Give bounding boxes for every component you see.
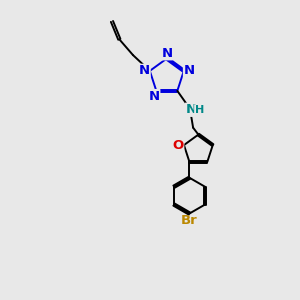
Text: N: N [184,64,195,77]
Text: N: N [161,47,172,60]
Text: O: O [172,139,184,152]
Text: Br: Br [181,214,198,227]
Text: N: N [185,103,197,116]
Text: N: N [149,90,160,103]
Text: H: H [195,105,204,115]
Text: N: N [139,64,150,77]
